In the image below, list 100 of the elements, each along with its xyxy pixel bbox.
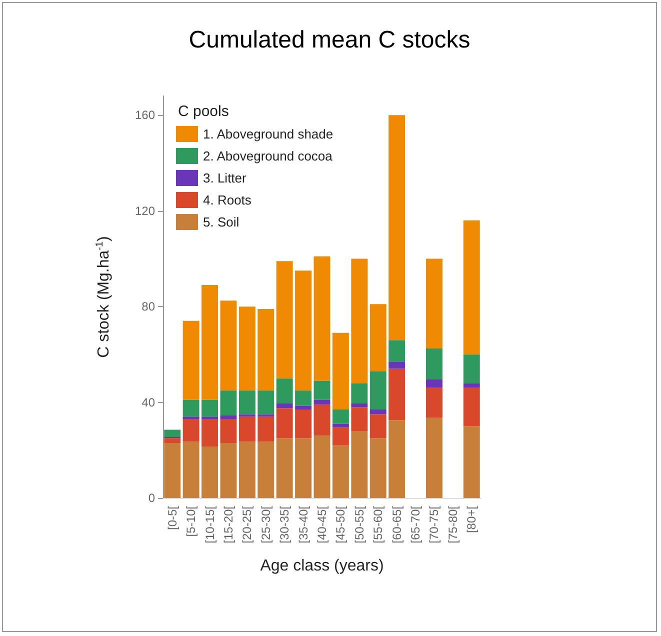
bar (351, 407, 368, 431)
bar (276, 408, 293, 438)
bar (463, 220, 480, 354)
bar (220, 415, 237, 420)
bar (164, 442, 181, 498)
bar (295, 438, 312, 498)
bar (258, 390, 274, 414)
bar (202, 400, 218, 417)
bar (351, 383, 368, 404)
x-tick-label: [40-45[ (315, 505, 329, 544)
x-tick-label: [60-65[ (390, 505, 404, 544)
bar (463, 426, 480, 498)
bar (426, 258, 442, 348)
x-tick-label: [70-75[ (427, 505, 442, 544)
y-tick-label: 120 (134, 204, 156, 218)
legend-label: 4. Roots (203, 192, 252, 208)
bar (220, 442, 237, 498)
bar (388, 420, 406, 498)
bar (463, 354, 480, 384)
legend-label: 5. Soil (203, 214, 240, 230)
bar (258, 416, 274, 442)
x-tick-label: [30-35[ (278, 505, 292, 544)
bar (238, 390, 256, 414)
bar (332, 445, 349, 498)
bar (370, 371, 386, 410)
bar (314, 256, 330, 381)
bar (182, 320, 200, 400)
y-tick-label: 160 (134, 108, 156, 122)
bar (182, 416, 200, 420)
bar (276, 261, 293, 378)
y-tick-label: 0 (148, 491, 156, 505)
bar (276, 438, 293, 498)
x-tick-label: [65-70[ (408, 505, 423, 544)
bar (426, 418, 442, 498)
bar (202, 446, 218, 498)
x-tick-label: [5-10[ (184, 505, 198, 537)
bar (351, 403, 368, 408)
bar (370, 438, 386, 498)
bar (332, 409, 349, 424)
x-tick-label: [50-55[ (352, 505, 366, 544)
bar (388, 115, 406, 340)
bar (238, 306, 256, 390)
bar (295, 270, 312, 390)
bar (314, 400, 330, 405)
bar (164, 430, 181, 437)
bar (295, 409, 312, 438)
bar (426, 388, 442, 418)
x-tick-label: [45-50[ (334, 505, 348, 544)
x-tick-label: [80+[ (464, 505, 479, 534)
bar (463, 383, 480, 388)
bar (463, 388, 480, 426)
legend-title: C pools (178, 103, 229, 120)
bar (332, 424, 349, 428)
bar (182, 442, 200, 498)
x-axis-title: Age class (years) (260, 558, 384, 574)
bar (238, 416, 256, 442)
bar (314, 436, 330, 498)
bar (238, 442, 256, 498)
bar (351, 258, 368, 384)
bar (258, 308, 274, 390)
x-tick-label: [20-25[ (240, 505, 254, 544)
bar (388, 368, 406, 420)
bar (276, 378, 293, 404)
legend-label: 1. Aboveground shade (203, 126, 334, 142)
chart-title: Cumulated mean C stocks (188, 26, 470, 54)
bar (332, 332, 349, 410)
bar (426, 380, 442, 388)
x-tick-label: [75-80[ (446, 505, 460, 544)
bar (370, 414, 386, 438)
legend-label: 2. Aboveground cocoa (203, 148, 334, 164)
bar (276, 403, 293, 408)
bar (332, 427, 349, 446)
y-tick-label: 40 (142, 395, 156, 410)
x-tick-label: [0-5[ (165, 505, 180, 530)
bar (202, 419, 218, 447)
bar (182, 419, 200, 442)
bar (388, 340, 406, 362)
bar (258, 442, 274, 498)
bar (370, 409, 386, 414)
bar (202, 416, 218, 420)
bar (295, 406, 312, 410)
bar (351, 431, 368, 498)
x-tick-label: [35-40[ (296, 505, 310, 544)
x-tick-label: [15-20[ (221, 505, 236, 544)
bar (182, 400, 200, 417)
bar (220, 419, 237, 443)
bar (164, 438, 181, 443)
bar (370, 304, 386, 372)
y-tick-label: 80 (142, 300, 156, 314)
y-axis-title: C stock (Mg.ha-1) (94, 236, 112, 358)
legend-label: 3. Litter (203, 170, 248, 186)
bar (314, 380, 330, 400)
bar (314, 404, 330, 436)
bar (220, 390, 237, 416)
bar (202, 285, 218, 400)
bar (295, 390, 312, 406)
x-tick-label: [25-30[ (258, 505, 273, 544)
x-tick-label: [10-15[ (202, 505, 217, 544)
bar (388, 362, 406, 369)
bar (220, 300, 237, 390)
